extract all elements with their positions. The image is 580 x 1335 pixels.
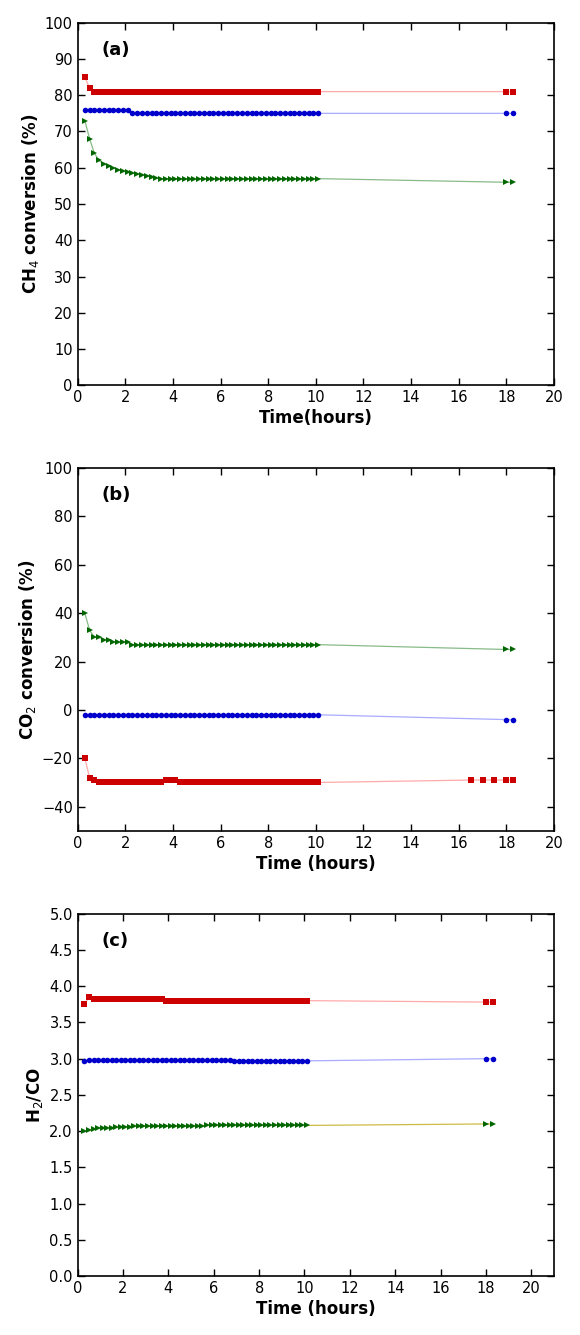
X-axis label: Time (hours): Time (hours) [256,1300,376,1319]
Text: (b): (b) [102,486,131,505]
X-axis label: Time (hours): Time (hours) [256,854,376,873]
Y-axis label: CO$_2$ conversion (%): CO$_2$ conversion (%) [17,559,38,740]
Text: (a): (a) [102,41,130,59]
Text: (c): (c) [102,932,129,949]
Y-axis label: CH$_4$ conversion (%): CH$_4$ conversion (%) [20,113,41,294]
X-axis label: Time(hours): Time(hours) [259,410,373,427]
Y-axis label: H$_2$/CO: H$_2$/CO [25,1067,45,1123]
